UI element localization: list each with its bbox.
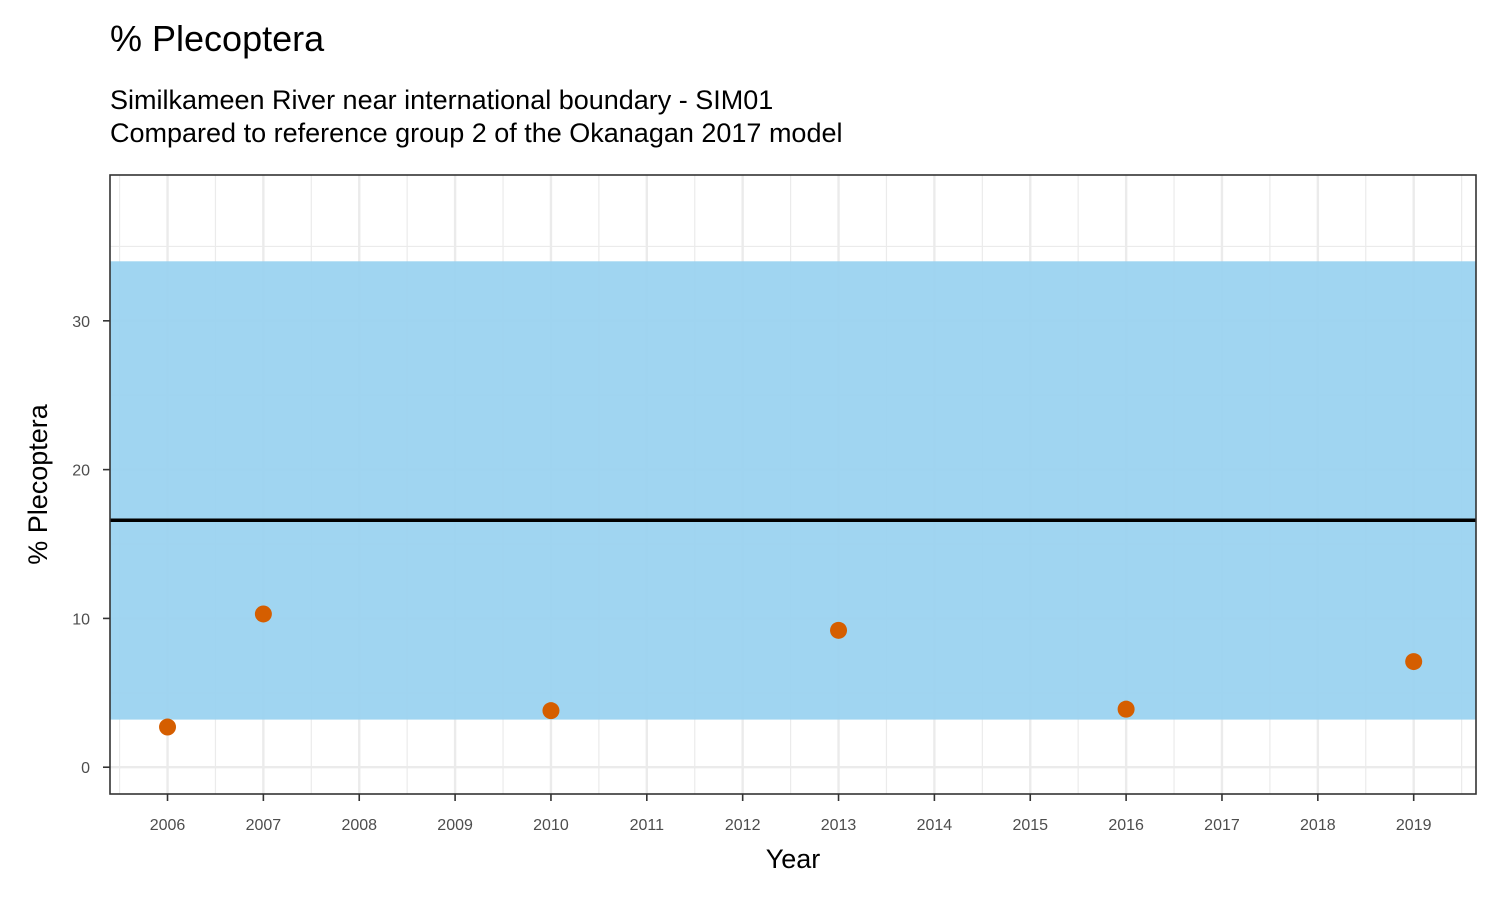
x-tick-label: 2018	[1300, 817, 1336, 834]
data-point	[1405, 653, 1423, 671]
data-point	[542, 702, 560, 720]
y-tick-label: 0	[81, 760, 90, 777]
y-tick-label: 10	[72, 611, 90, 628]
reference-band	[110, 261, 1476, 720]
x-tick-label: 2013	[821, 817, 857, 834]
data-point	[159, 718, 177, 736]
x-axis: 2006 2007 2008 2009 2010 2011 2012 2013 2014 2015…	[150, 794, 1432, 834]
subtitle-line-1: Similkameen River near international bou…	[110, 85, 774, 115]
subtitle-line-2: Compared to reference group 2 of the Oka…	[110, 118, 843, 148]
x-tick-label: 2017	[1204, 817, 1240, 834]
x-tick-label: 2012	[725, 817, 761, 834]
x-axis-title: Year	[766, 844, 821, 874]
plot-panel-border	[109, 174, 1477, 795]
data-points	[159, 605, 1423, 736]
y-tick-label: 20	[72, 463, 90, 480]
data-point	[1117, 700, 1135, 718]
chart-title: % Plecoptera	[110, 18, 325, 59]
chart-subtitle: Similkameen River near international bou…	[110, 84, 842, 150]
x-tick-label: 2019	[1396, 817, 1432, 834]
y-axis: 0 10 20 30	[72, 314, 110, 777]
x-tick-label: 2007	[246, 817, 282, 834]
x-tick-label: 2006	[150, 817, 186, 834]
y-axis-title: % Plecoptera	[23, 403, 53, 565]
x-tick-label: 2014	[917, 817, 953, 834]
data-point	[830, 621, 848, 639]
x-tick-label: 2010	[533, 817, 569, 834]
x-tick-label: 2015	[1012, 817, 1048, 834]
x-tick-label: 2016	[1108, 817, 1144, 834]
x-tick-label: 2009	[437, 817, 473, 834]
x-tick-label: 2008	[341, 817, 377, 834]
data-point	[254, 605, 272, 623]
x-tick-label: 2011	[630, 817, 665, 834]
y-tick-label: 30	[72, 314, 90, 331]
